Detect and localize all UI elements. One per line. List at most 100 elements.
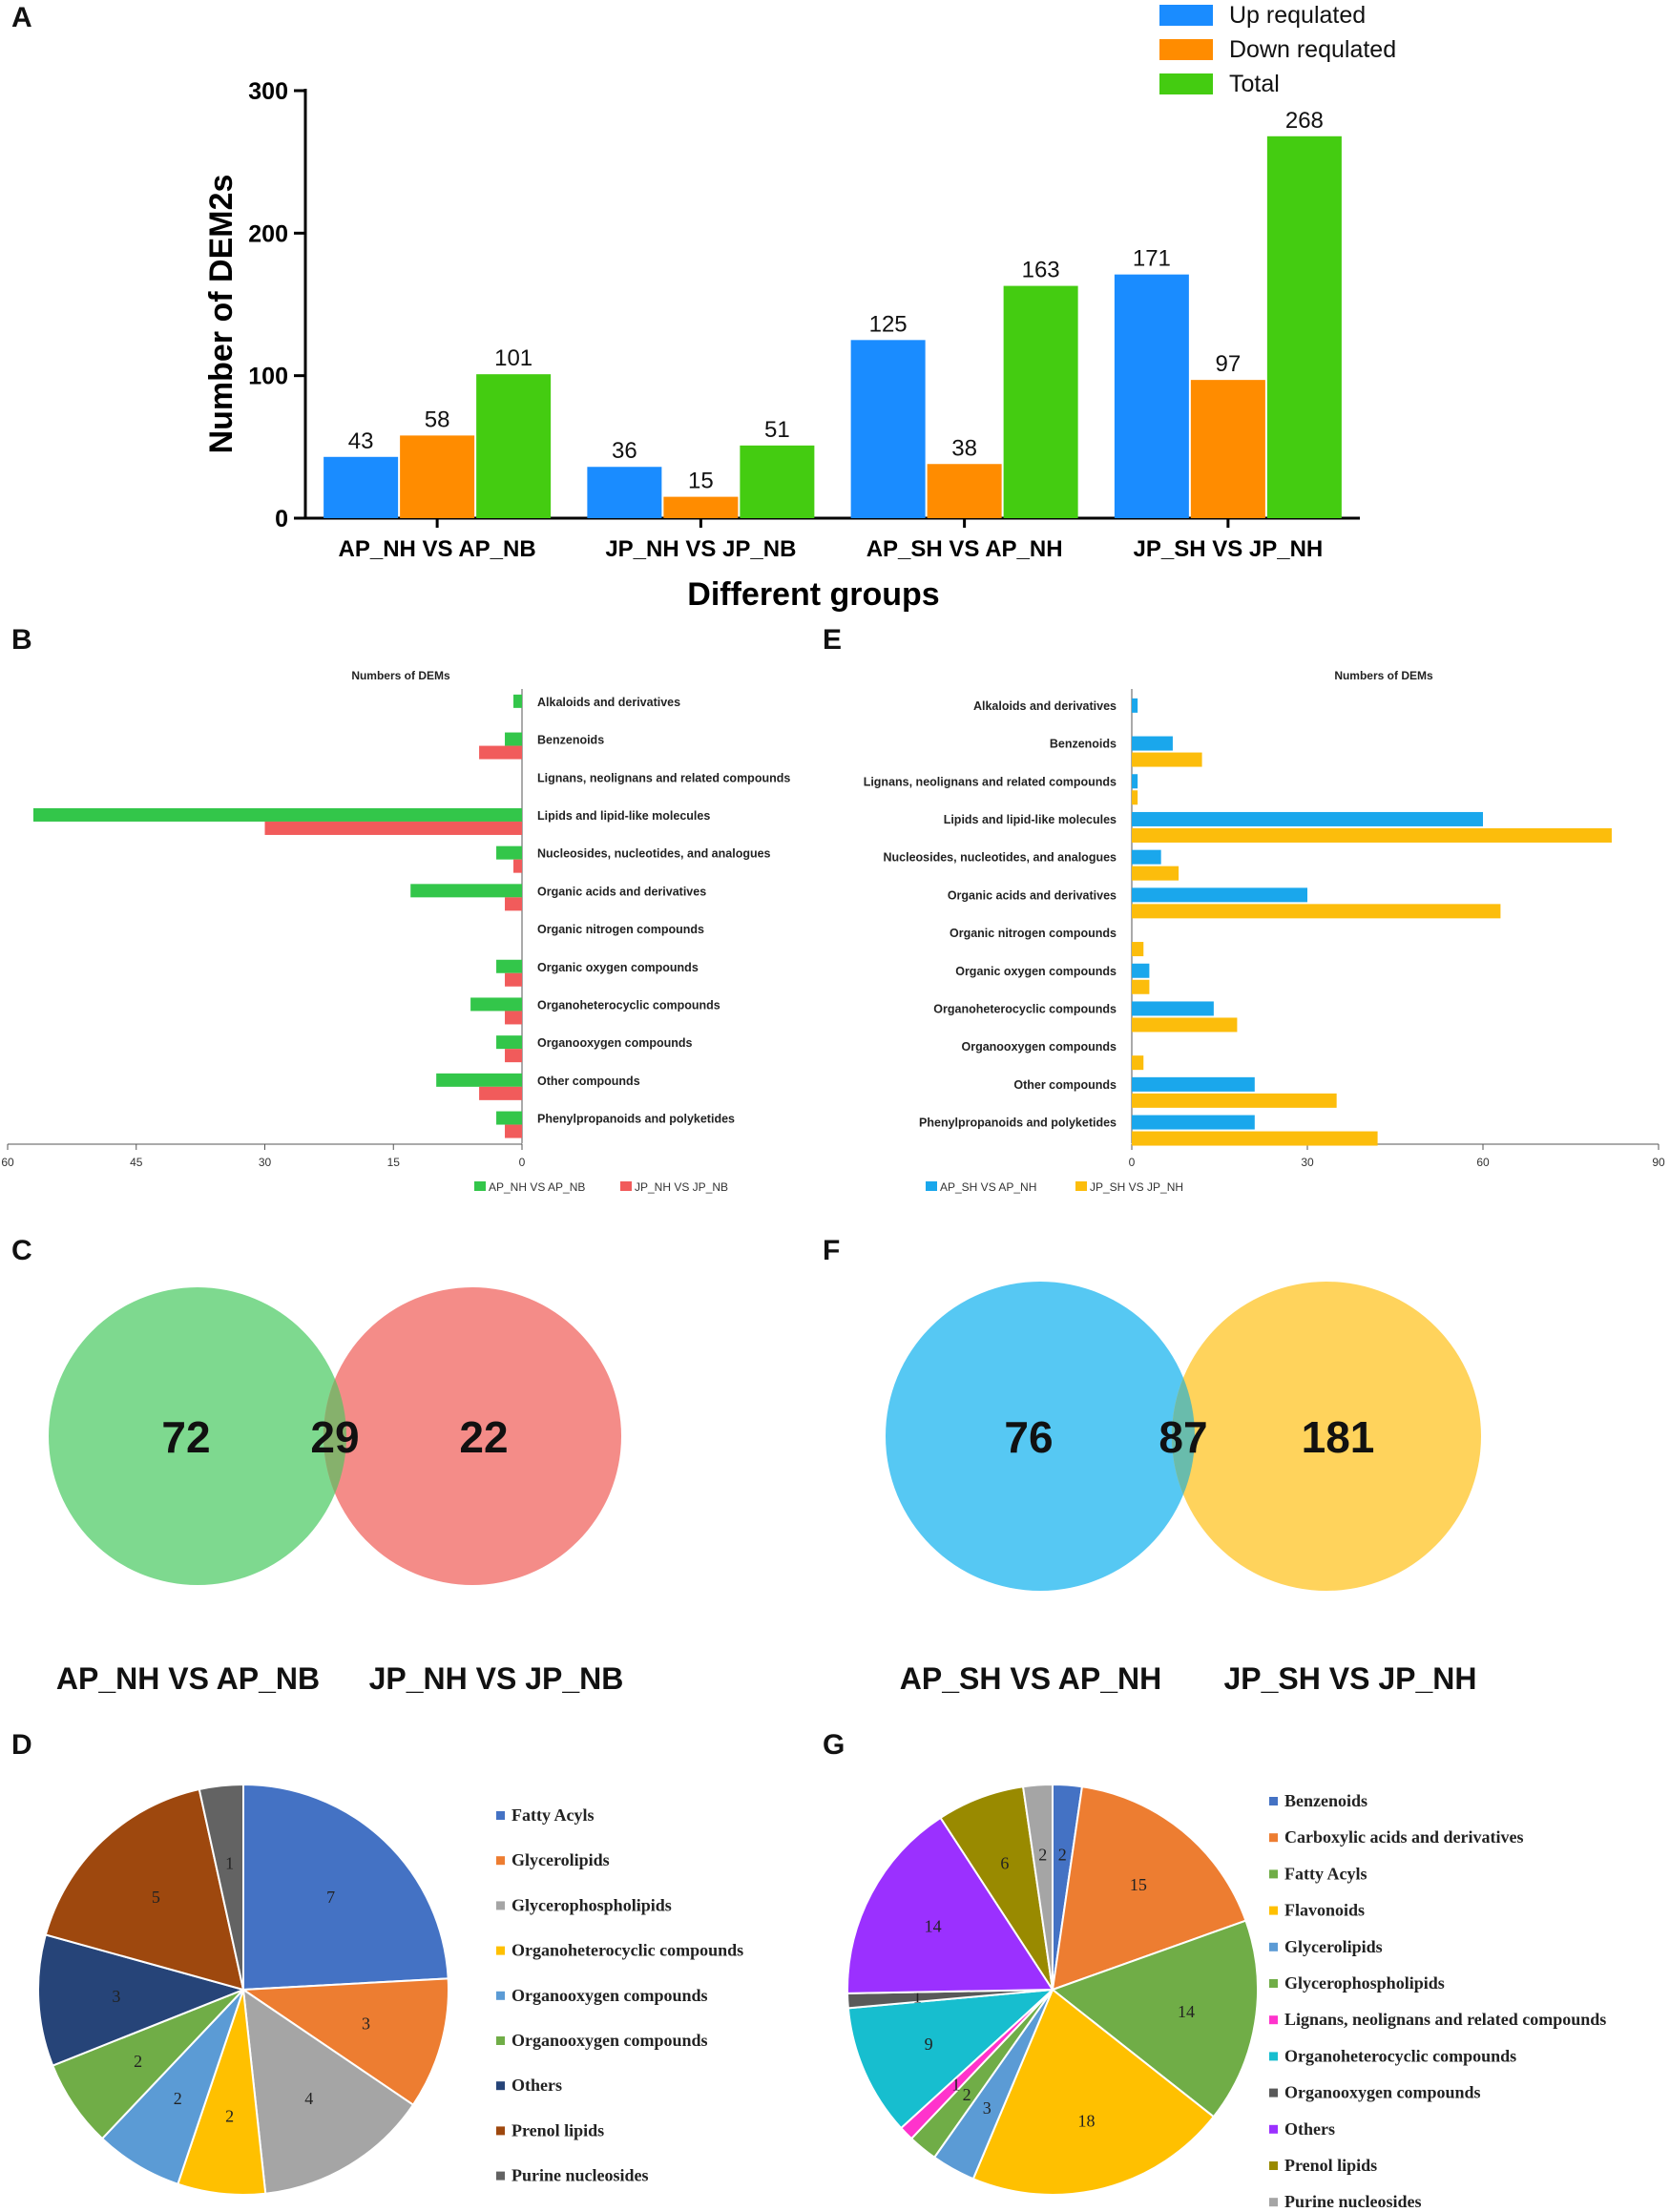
bar-jp-nh-vs-jp-nb bbox=[505, 1124, 522, 1138]
value-tick-label: 0 bbox=[519, 1156, 526, 1169]
bar-ap-nh-vs-ap-nb bbox=[496, 845, 522, 860]
bar-ap-sh-vs-ap-nh bbox=[1132, 774, 1138, 789]
bar-value-label: 268 bbox=[1285, 108, 1324, 134]
bar-up-requlated bbox=[1114, 274, 1189, 518]
legend-label: Others bbox=[1284, 2119, 1335, 2139]
legend-label: JP_NH VS JP_NB bbox=[635, 1180, 728, 1194]
bar-jp-nh-vs-jp-nb bbox=[505, 1011, 522, 1025]
bar-down-requlated bbox=[927, 464, 1002, 518]
bar-ap-sh-vs-ap-nh bbox=[1132, 811, 1483, 826]
category-label: Phenylpropanoids and polyketides bbox=[537, 1113, 735, 1126]
pie-slice bbox=[242, 1783, 449, 1992]
bar-up-requlated bbox=[324, 456, 399, 518]
bar-ap-sh-vs-ap-nh bbox=[1132, 698, 1138, 713]
legend-swatch bbox=[1269, 2015, 1278, 2025]
pie-slice bbox=[37, 1933, 247, 2067]
pie-slice-label: 2 bbox=[963, 2085, 971, 2104]
venn-circle-right bbox=[324, 1287, 621, 1585]
legend-swatch bbox=[620, 1181, 632, 1191]
value-tick-label: 90 bbox=[1652, 1156, 1665, 1169]
bar-ap-nh-vs-ap-nb bbox=[496, 1035, 522, 1050]
bar-ap-nh-vs-ap-nb bbox=[496, 959, 522, 973]
chart-b-mirrored-bar: Numbers of DEMs 60 45 30 15 0 Alkaloids and de… bbox=[1, 669, 790, 1194]
category-label: Lipids and lipid-like molecules bbox=[944, 813, 1117, 826]
panel-letter-d: D bbox=[11, 1729, 32, 1761]
pie-slice-label: 18 bbox=[1077, 2111, 1095, 2130]
legend-label: Carboxylic acids and derivatives bbox=[1284, 1827, 1524, 1847]
legend-label: Purine nucleosides bbox=[511, 2166, 649, 2185]
chart-a-grouped-bar: 0 100 200 300 Number of DEM2s Different group… bbox=[203, 2, 1396, 613]
venn-circle-right bbox=[1172, 1282, 1481, 1591]
legend-swatch bbox=[1269, 1979, 1278, 1988]
legend-swatch bbox=[1269, 2124, 1278, 2134]
legend-label: Organoheterocyclic compounds bbox=[511, 1941, 743, 1960]
pie-slice-label: 6 bbox=[1000, 1853, 1009, 1872]
venn-circle-left bbox=[49, 1287, 346, 1585]
bar-value-label: 97 bbox=[1216, 351, 1242, 377]
category-label: Organic nitrogen compounds bbox=[950, 927, 1117, 940]
pie-slice bbox=[1050, 1919, 1259, 2118]
pie-slice-label: 9 bbox=[925, 2035, 933, 2054]
legend-swatch bbox=[926, 1181, 937, 1191]
bar-jp-sh-vs-jp-nh bbox=[1132, 1055, 1144, 1071]
category-label: Other compounds bbox=[1013, 1078, 1117, 1092]
pie-slice-label: 1 bbox=[913, 1988, 922, 2007]
panel-letter-a: A bbox=[11, 2, 32, 33]
bar-jp-sh-vs-jp-nh bbox=[1132, 904, 1501, 919]
pie-slice-label: 2 bbox=[174, 2089, 182, 2108]
y-tick-label: 100 bbox=[248, 364, 288, 390]
pie-slice-label: 14 bbox=[925, 1917, 942, 1936]
category-label: Lignans, neolignans and related compound… bbox=[537, 771, 790, 784]
category-label: Nucleosides, nucleotides, and analogues bbox=[883, 851, 1117, 865]
bar-value-label: 163 bbox=[1022, 258, 1060, 283]
venn-count-right: 181 bbox=[1302, 1412, 1375, 1462]
legend-swatch bbox=[1269, 2088, 1278, 2097]
pie-slice-label: 3 bbox=[362, 2014, 370, 2034]
venn-count-overlap: 29 bbox=[310, 1412, 359, 1462]
pie-slice bbox=[846, 1816, 1054, 1994]
legend-label: Fatty Acyls bbox=[1284, 1864, 1367, 1883]
bar-value-label: 51 bbox=[764, 417, 790, 443]
bar-ap-sh-vs-ap-nh bbox=[1132, 849, 1161, 865]
legend-swatch bbox=[1269, 1833, 1278, 1843]
legend-label: Lignans, neolignans and related compound… bbox=[1284, 2010, 1606, 2029]
category-label: Organooxygen compounds bbox=[961, 1040, 1117, 1054]
panel-letter-b: B bbox=[11, 624, 32, 656]
chart-f-venn: 76 87 181 AP_SH VS AP_NH JP_SH VS JP_NH bbox=[886, 1282, 1481, 1696]
bar-ap-nh-vs-ap-nb bbox=[496, 1111, 522, 1125]
category-label: Organic nitrogen compounds bbox=[537, 923, 704, 936]
x-tick-label: AP_SH VS AP_NH bbox=[866, 536, 1063, 562]
bar-jp-sh-vs-jp-nh bbox=[1132, 866, 1179, 881]
bar-jp-nh-vs-jp-nb bbox=[479, 745, 522, 760]
legend-swatch bbox=[496, 1811, 505, 1820]
bar-jp-sh-vs-jp-nh bbox=[1132, 942, 1144, 957]
venn-set-label-right: JP_NH VS JP_NB bbox=[369, 1661, 624, 1696]
legend-label: Purine nucleosides bbox=[1284, 2192, 1422, 2211]
pie-slice bbox=[44, 1787, 245, 1992]
panel-letter-e: E bbox=[823, 624, 842, 656]
pie-slice-label: 15 bbox=[1130, 1875, 1147, 1894]
legend-swatch bbox=[496, 1991, 505, 2000]
venn-count-overlap: 87 bbox=[1159, 1412, 1207, 1462]
bar-value-label: 43 bbox=[348, 428, 374, 454]
pie-slice bbox=[240, 1977, 450, 2107]
venn-circle-left bbox=[886, 1282, 1195, 1591]
legend-swatch bbox=[1269, 1942, 1278, 1951]
legend-label: Down requlated bbox=[1229, 36, 1396, 63]
bar-total bbox=[1266, 136, 1342, 518]
legend-swatch bbox=[496, 2036, 505, 2045]
chart-title: Numbers of DEMs bbox=[1334, 669, 1433, 682]
legend-swatch bbox=[1269, 1906, 1278, 1915]
y-tick-label: 300 bbox=[248, 78, 288, 105]
chart-e-horizontal-bar: Numbers of DEMs 0 30 60 90 Alkaloids and deri… bbox=[864, 669, 1665, 1194]
legend-swatch bbox=[1075, 1181, 1087, 1191]
bar-down-requlated bbox=[400, 435, 475, 518]
legend-swatch bbox=[496, 2126, 505, 2136]
pie-slice bbox=[241, 1987, 415, 2195]
value-tick-label: 30 bbox=[259, 1156, 272, 1169]
legend-label: Organooxygen compounds bbox=[511, 2031, 708, 2050]
category-label: Organic oxygen compounds bbox=[537, 961, 699, 974]
bar-jp-nh-vs-jp-nb bbox=[479, 1086, 522, 1100]
bar-jp-nh-vs-jp-nb bbox=[505, 1049, 522, 1063]
